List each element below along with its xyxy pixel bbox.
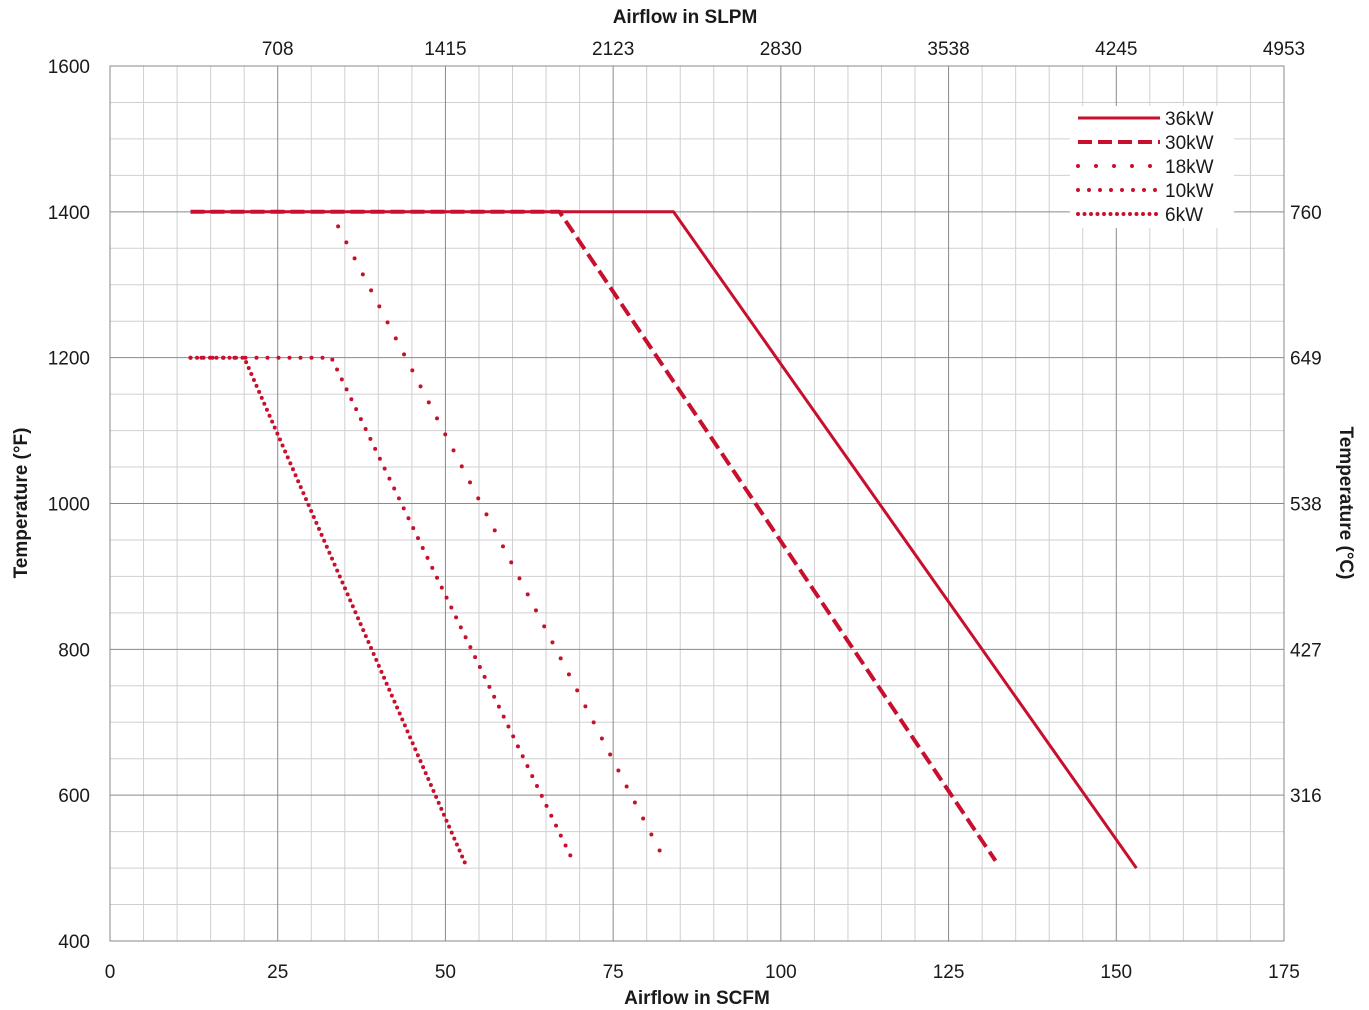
x-tick-label: 25 [267, 962, 288, 983]
x2-tick-label: 708 [262, 39, 294, 60]
legend-label-10kw: 10kW [1165, 181, 1214, 202]
x2-axis-title: Airflow in SLPM [613, 7, 758, 28]
y2-tick-label: 760 [1290, 203, 1322, 224]
series-line-30kw [190, 209, 998, 862]
series-line-18kw [336, 224, 669, 867]
x-tick-label: 100 [765, 962, 797, 983]
x2-tick-label: 4245 [1095, 39, 1137, 60]
x2-tick-label: 2123 [592, 39, 634, 60]
x2-tick-label: 2830 [760, 39, 802, 60]
y2-tick-label: 427 [1290, 640, 1322, 661]
x-axis-title: Airflow in SCFM [624, 988, 770, 1009]
y-tick-label: 800 [58, 640, 90, 661]
x-tick-label: 150 [1100, 962, 1132, 983]
x-tick-label: 0 [105, 962, 116, 983]
x-tick-label: 75 [603, 962, 624, 983]
x2-tick-label: 3538 [927, 39, 969, 60]
y2-tick-label: 316 [1290, 786, 1322, 807]
x-tick-label: 50 [435, 962, 456, 983]
series-layer [188, 209, 1138, 869]
legend-label-6kw: 6kW [1165, 205, 1203, 226]
series-line-10kw [188, 355, 575, 863]
series-line-6kw [188, 355, 468, 867]
y-tick-label: 1400 [48, 203, 90, 224]
plot-frame [109, 65, 1285, 942]
x2-tick-label: 1415 [424, 39, 466, 60]
x-tick-label: 125 [933, 962, 965, 983]
y2-tick-label: 649 [1290, 349, 1322, 370]
legend-label-36kw: 36kW [1165, 109, 1214, 130]
y-tick-label: 1600 [48, 57, 90, 78]
legend-label-30kw: 30kW [1165, 133, 1214, 154]
y-tick-label: 1200 [48, 349, 90, 370]
y-tick-label: 400 [58, 932, 90, 953]
x-tick-label: 175 [1268, 962, 1300, 983]
x2-tick-label: 4953 [1263, 39, 1305, 60]
legend: 36kW 30kW 18kW 10kW 6kW [1076, 109, 1214, 226]
y2-axis-title: Temperature (°C) [1335, 427, 1356, 580]
y-axis-title: Temperature (°F) [11, 428, 32, 579]
legend-label-18kw: 18kW [1165, 157, 1214, 178]
y-tick-label: 1000 [48, 495, 90, 516]
y2-tick-label: 538 [1290, 495, 1322, 516]
tick-labels: 0 25 50 75 100 125 150 175 400 600 800 1000 1200 1400… [48, 39, 1322, 983]
y-tick-label: 600 [58, 786, 90, 807]
